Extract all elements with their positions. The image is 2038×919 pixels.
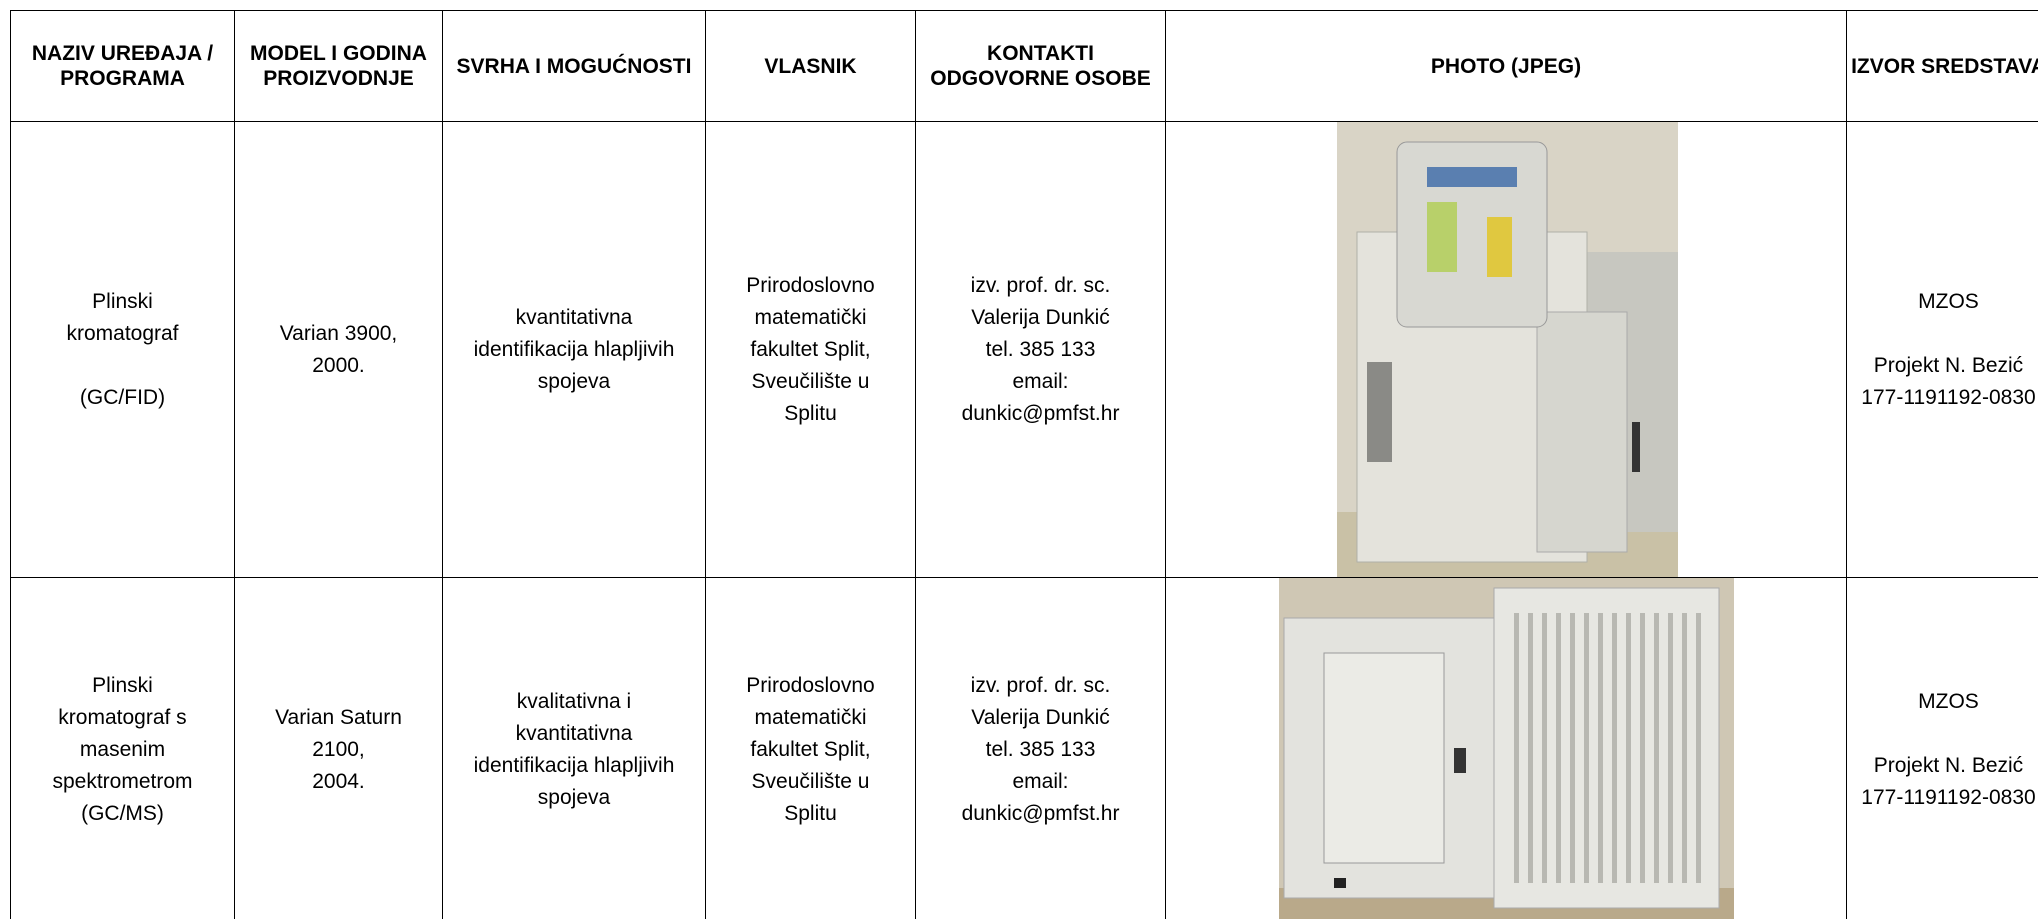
- cell-text: kvantitativna: [515, 722, 633, 745]
- photo-gc-fid: [1337, 122, 1678, 577]
- header-cell: VLASNIK: [705, 10, 916, 122]
- cell-text: kromatograf: [66, 321, 179, 345]
- cell-text: fakultet Split,: [750, 337, 871, 361]
- text-group: Projekt N. Bezić 177-1191192-0830: [1851, 750, 2038, 814]
- text-group: MZOS: [1851, 686, 2038, 718]
- cell-text: identifikacija hlapljivih: [473, 337, 675, 361]
- table-cell: izv. prof. dr. sc. Valerija Dunkić tel. 38…: [915, 577, 1166, 919]
- text-group: izv. prof. dr. sc. Valerija Dunkić tel. 38…: [920, 270, 1161, 430]
- cell-text: dunkic@pmfst.hr: [961, 802, 1120, 825]
- text-group: kvantitativna identifikacija hlapljivih sp…: [447, 302, 701, 398]
- table-cell: kvalitativna i kvantitativna identifikacij…: [442, 577, 706, 919]
- header-cell: MODEL I GODINA PROIZVODNJE: [234, 10, 443, 122]
- cell-text: tel. 385 133: [985, 738, 1096, 761]
- table-cell: Plinski kromatograf (GC/FID): [10, 121, 235, 578]
- table-cell: Plinski kromatograf s masenim spektrometrom…: [10, 577, 235, 919]
- cell-text: fakultet Split,: [750, 738, 871, 761]
- text-group: (GC/FID): [15, 382, 230, 414]
- cell-text: 2100,: [312, 738, 365, 761]
- table-cell: Prirodoslovno matematički fakultet Split, S…: [705, 577, 916, 919]
- header-text: VLASNIK: [764, 54, 857, 78]
- cell-text: Projekt N. Bezić: [1873, 353, 2024, 377]
- cell-text: MZOS: [1918, 289, 1979, 313]
- header-text: SVRHA I MOGUĆNOSTI: [456, 54, 692, 78]
- cell-text: Splitu: [784, 401, 837, 425]
- cell-text: Sveučilište u: [751, 369, 870, 393]
- cell-text: spojeva: [537, 786, 611, 809]
- header-text: PHOTO (JPEG): [1430, 54, 1582, 78]
- header-text: NAZIV UREĐAJA / PROGRAMA: [31, 42, 214, 90]
- cell-text: 177-1191192-0830: [1861, 385, 2036, 409]
- cell-text: kvantitativna: [515, 305, 633, 329]
- text-group: Prirodoslovno matematički fakultet Split, S…: [710, 270, 911, 430]
- photo-cell: [1165, 577, 1847, 919]
- cell-text: Varian 3900,: [279, 321, 398, 345]
- text-group: izv. prof. dr. sc. Valerija Dunkić tel. 38…: [920, 670, 1161, 830]
- cell-text: Plinski: [92, 289, 153, 313]
- cell-text: kromatograf s: [58, 706, 187, 729]
- header-text: IZVOR SREDSTAVA: [1851, 54, 2038, 78]
- header-row: NAZIV UREĐAJA / PROGRAMA MODEL I GODINA P…: [10, 10, 2038, 122]
- cell-text: Sveučilište u: [751, 770, 870, 793]
- photo-cell: [1165, 121, 1847, 578]
- cell-text: email:: [1012, 770, 1069, 793]
- header-text: KONTAKTI ODGOVORNE OSOBE: [930, 42, 1151, 90]
- header-cell: KONTAKTI ODGOVORNE OSOBE: [915, 10, 1166, 122]
- cell-text: MZOS: [1918, 690, 1979, 713]
- header-cell: NAZIV UREĐAJA / PROGRAMA: [10, 10, 235, 122]
- cell-text: masenim: [79, 738, 166, 761]
- cell-text: (GC/FID): [79, 385, 166, 409]
- header-cell: SVRHA I MOGUĆNOSTI: [442, 10, 706, 122]
- photo-gc-ms: [1279, 578, 1734, 919]
- cell-text: Prirodoslovno: [746, 674, 875, 697]
- cell-text: spektrometrom: [52, 770, 193, 793]
- cell-text: Valerija Dunkić: [971, 305, 1110, 329]
- header-cell: PHOTO (JPEG): [1165, 10, 1847, 122]
- table-cell: Varian Saturn 2100, 2004.: [234, 577, 443, 919]
- cell-text: Plinski: [92, 674, 153, 697]
- cell-text: Prirodoslovno: [746, 273, 875, 297]
- cell-text: Projekt N. Bezić: [1873, 754, 2024, 777]
- cell-text: matematički: [754, 305, 867, 329]
- cell-text: spojeva: [537, 369, 611, 393]
- text-group: MZOS: [1851, 286, 2038, 318]
- table-cell: MZOS Projekt N. Bezić 177-1191192-0830: [1846, 577, 2038, 919]
- table-row: Plinski kromatograf (GC/FID) Varian 3900, 20…: [10, 121, 2038, 578]
- header-text: MODEL I GODINA PROIZVODNJE: [250, 42, 427, 90]
- cell-text: (GC/MS): [81, 802, 164, 825]
- text-group: Plinski kromatograf s masenim spektrometrom…: [15, 670, 230, 830]
- table-cell: MZOS Projekt N. Bezić 177-1191192-0830: [1846, 121, 2038, 578]
- cell-text: 2004.: [312, 770, 365, 793]
- table-cell: izv. prof. dr. sc. Valerija Dunkić tel. 38…: [915, 121, 1166, 578]
- table-cell: kvantitativna identifikacija hlapljivih sp…: [442, 121, 706, 578]
- text-group: kvalitativna i kvantitativna identifikacij…: [447, 686, 701, 814]
- cell-text: tel. 385 133: [985, 337, 1096, 361]
- table-cell: Varian 3900, 2000.: [234, 121, 443, 578]
- cell-text: 2000.: [312, 353, 365, 377]
- cell-text: matematički: [754, 706, 867, 729]
- cell-text: 177-1191192-0830: [1861, 786, 2036, 809]
- text-group: Plinski kromatograf: [15, 286, 230, 350]
- cell-text: Varian Saturn: [275, 706, 402, 729]
- cell-text: email:: [1012, 369, 1069, 393]
- cell-text: izv. prof. dr. sc.: [970, 273, 1111, 297]
- cell-text: identifikacija hlapljivih: [473, 754, 675, 777]
- header-cell: IZVOR SREDSTAVA: [1846, 10, 2038, 122]
- equipment-table: NAZIV UREĐAJA / PROGRAMA MODEL I GODINA P…: [10, 10, 2038, 919]
- table-row: Plinski kromatograf s masenim spektrometrom…: [10, 577, 2038, 919]
- cell-text: Splitu: [784, 802, 837, 825]
- text-group: Projekt N. Bezić 177-1191192-0830: [1851, 350, 2038, 414]
- text-group: Prirodoslovno matematički fakultet Split, S…: [710, 670, 911, 830]
- cell-text: Valerija Dunkić: [971, 706, 1110, 729]
- table-cell: Prirodoslovno matematički fakultet Split, S…: [705, 121, 916, 578]
- cell-text: izv. prof. dr. sc.: [970, 674, 1111, 697]
- text-group: Varian 3900, 2000.: [239, 318, 438, 382]
- cell-text: kvalitativna i: [516, 690, 632, 713]
- text-group: Varian Saturn 2100, 2004.: [239, 702, 438, 798]
- cell-text: dunkic@pmfst.hr: [961, 401, 1120, 425]
